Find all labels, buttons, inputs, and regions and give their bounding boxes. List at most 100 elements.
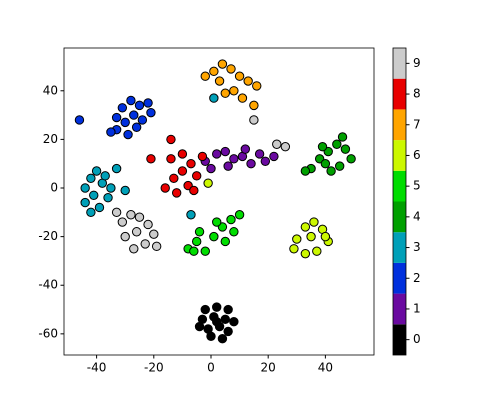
point xyxy=(103,193,113,203)
colorbar-tick-label: 2 xyxy=(413,271,421,285)
point xyxy=(111,163,122,174)
point xyxy=(194,227,205,237)
point xyxy=(191,171,202,181)
point xyxy=(209,66,219,77)
point xyxy=(117,103,128,113)
point xyxy=(80,197,90,208)
point xyxy=(234,71,245,81)
point xyxy=(254,149,265,159)
point xyxy=(94,202,105,213)
point xyxy=(74,115,85,125)
colorbar-tick-label: 3 xyxy=(413,240,421,254)
point xyxy=(106,127,116,137)
point xyxy=(220,236,230,247)
point xyxy=(346,154,356,164)
colorbar-tick-label: 6 xyxy=(413,148,421,162)
point xyxy=(340,144,351,154)
colorbar-swatch xyxy=(393,109,406,141)
point xyxy=(337,132,348,142)
point xyxy=(209,231,219,242)
colorbar-tick-label: 9 xyxy=(413,56,421,70)
point xyxy=(300,166,311,176)
y-tick-label: 40 xyxy=(43,83,58,97)
point xyxy=(300,248,311,259)
point xyxy=(200,304,210,315)
point xyxy=(191,236,202,247)
colorbar-frame xyxy=(392,47,407,356)
point xyxy=(189,246,199,256)
colorbar-swatch xyxy=(393,293,406,325)
point xyxy=(186,210,196,220)
point xyxy=(100,171,110,181)
point xyxy=(106,183,116,193)
x-tick-label: 40 xyxy=(318,361,333,375)
point xyxy=(151,241,162,252)
point xyxy=(200,246,210,256)
point xyxy=(246,159,256,169)
point xyxy=(226,214,236,225)
point xyxy=(166,154,176,164)
point xyxy=(137,115,148,125)
point xyxy=(252,81,262,91)
point xyxy=(169,173,179,183)
point xyxy=(229,316,239,327)
point xyxy=(240,144,251,154)
x-tick-label: 20 xyxy=(261,361,276,375)
y-tick-label: -20 xyxy=(38,229,58,243)
point xyxy=(212,302,222,312)
colorbar-swatch xyxy=(393,78,406,110)
point xyxy=(220,146,230,157)
point xyxy=(171,188,182,198)
point xyxy=(111,207,122,218)
point xyxy=(272,139,282,149)
point xyxy=(80,183,90,193)
point xyxy=(260,156,271,166)
colorbar-tick-label: 4 xyxy=(413,209,421,223)
point xyxy=(134,212,145,222)
point xyxy=(89,190,99,201)
point xyxy=(129,244,139,254)
x-tick-label: -20 xyxy=(144,361,164,375)
point xyxy=(146,154,156,164)
point xyxy=(269,151,279,162)
point xyxy=(194,321,205,332)
point xyxy=(229,154,239,164)
colorbar-swatch xyxy=(393,324,406,355)
point xyxy=(220,314,230,324)
point xyxy=(212,217,222,227)
point xyxy=(131,122,142,132)
point xyxy=(292,234,302,244)
point xyxy=(86,207,96,218)
colorbar-swatch xyxy=(393,140,406,171)
colorbar-swatch xyxy=(393,170,406,202)
colorbar-tick-label: 1 xyxy=(413,301,421,315)
plot-frame xyxy=(63,47,375,356)
point xyxy=(229,227,239,237)
point xyxy=(300,222,311,232)
point xyxy=(166,134,176,145)
point xyxy=(209,93,219,103)
point xyxy=(312,246,322,256)
y-tick-label: -60 xyxy=(38,326,58,340)
x-tick-label: 0 xyxy=(207,361,215,375)
point xyxy=(186,159,196,169)
colorbar-swatch xyxy=(393,262,406,294)
colorbar-tick-label: 8 xyxy=(413,87,421,101)
point xyxy=(309,217,319,227)
point xyxy=(120,185,130,196)
point xyxy=(320,231,331,242)
y-tick-label: 0 xyxy=(50,181,58,195)
point xyxy=(280,141,291,152)
point xyxy=(317,141,328,152)
point xyxy=(289,244,299,254)
point xyxy=(249,100,259,111)
point xyxy=(223,326,233,337)
point xyxy=(326,166,336,176)
point xyxy=(123,129,133,140)
point xyxy=(160,183,170,193)
point xyxy=(129,110,139,120)
point xyxy=(212,316,222,327)
point xyxy=(306,231,316,242)
point xyxy=(117,217,128,227)
colorbar-tick-label: 7 xyxy=(413,117,421,131)
